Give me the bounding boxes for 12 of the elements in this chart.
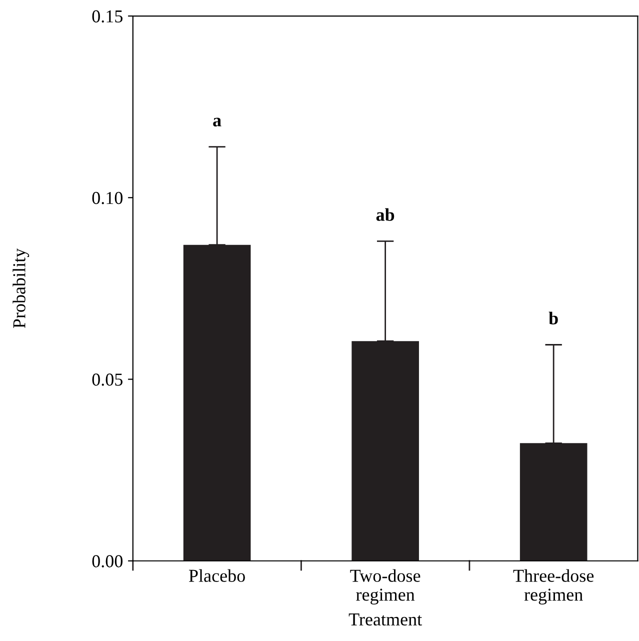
x-tick-label: Placebo: [188, 569, 245, 582]
x-axis-title: Treatment: [348, 614, 422, 626]
y-axis-title: Probability: [12, 248, 30, 328]
annotation: b: [548, 312, 558, 324]
y-tick-label: 0.00: [92, 555, 122, 568]
y-tick-label: 0.10: [92, 192, 122, 204]
annotation: a: [213, 118, 222, 126]
annotation: ab: [376, 208, 394, 221]
x-tick-label: Three-dose regimen: [513, 569, 594, 605]
y-tick-label: 0.15: [92, 10, 122, 23]
x-tick-label: Two-dose regimen: [350, 569, 420, 605]
y-tick-label: 0.05: [92, 374, 122, 386]
